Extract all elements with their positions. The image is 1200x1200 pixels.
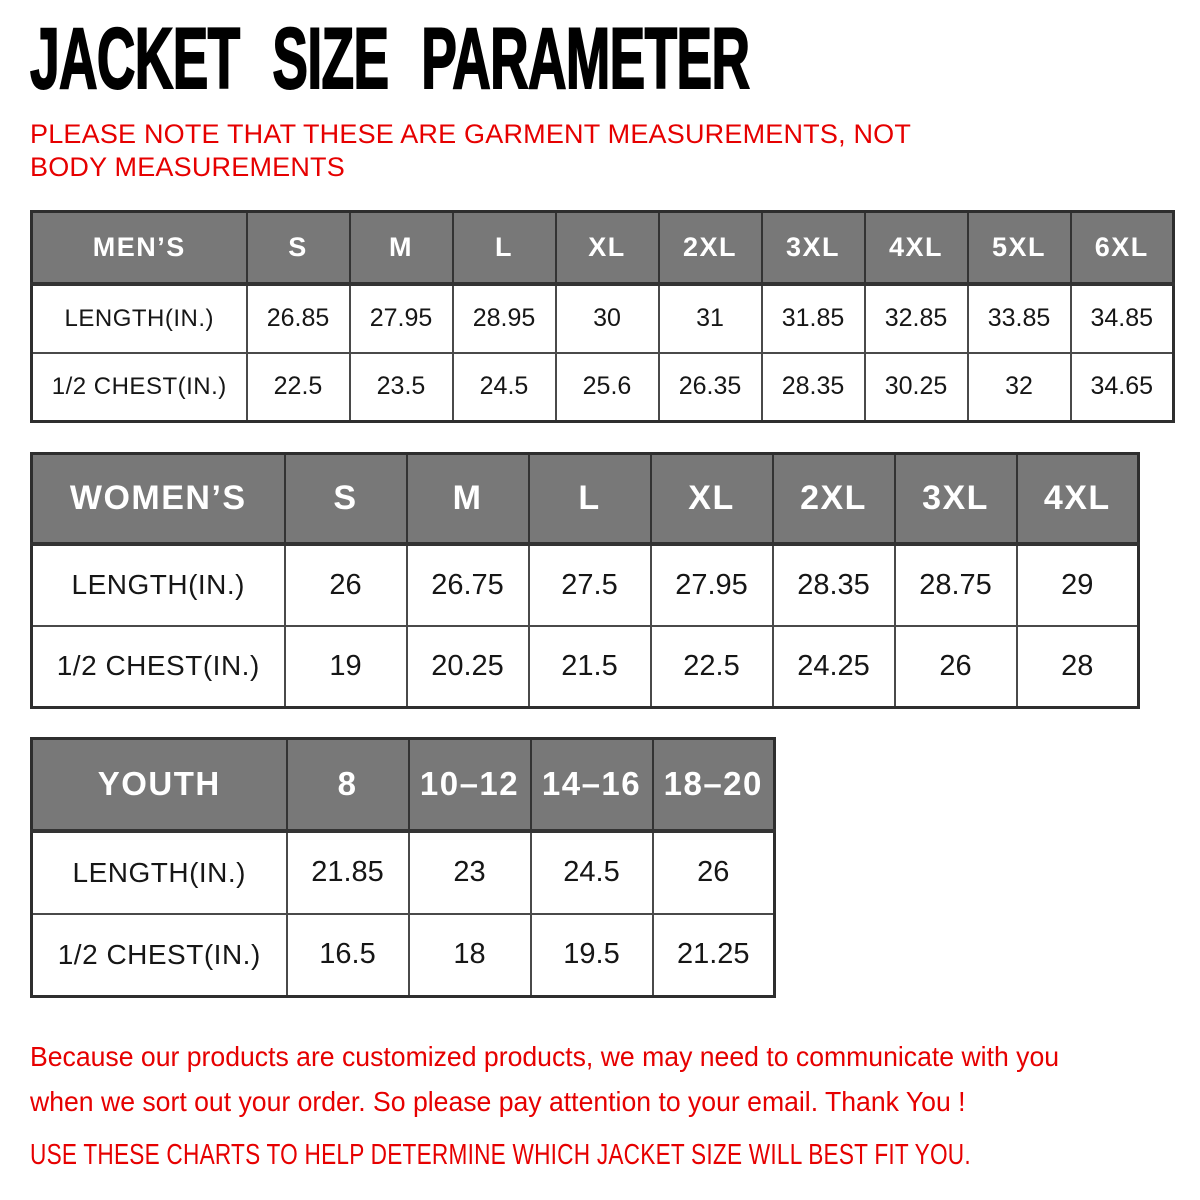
youth-table-label: YOUTH — [30, 737, 288, 833]
length-row-label: LENGTH(IN.) — [30, 542, 286, 627]
size-column-header: L — [451, 210, 557, 286]
size-column-header: 3XL — [760, 210, 866, 286]
womens-chest-row: 1/2 CHEST(IN.) 19 20.25 21.5 22.5 24.25 … — [30, 624, 1140, 709]
length-value-cell: 27.95 — [348, 282, 454, 354]
length-value-cell: 34.85 — [1069, 282, 1175, 354]
womens-header-row: WOMEN’S S M L XL 2XL 3XL 4XL — [30, 452, 1140, 546]
youth-header-row: YOUTH 8 10–12 14–16 18–20 — [30, 737, 776, 833]
chest-value-cell: 24.25 — [771, 624, 896, 709]
chest-value-cell: 16.5 — [285, 912, 410, 998]
length-row-label: LENGTH(IN.) — [30, 829, 288, 915]
size-column-header: 5XL — [966, 210, 1072, 286]
length-value-cell: 26 — [651, 829, 776, 915]
length-row-label: LENGTH(IN.) — [30, 282, 248, 354]
length-value-cell: 26.75 — [405, 542, 530, 627]
length-value-cell: 26.85 — [245, 282, 351, 354]
chest-row-label: 1/2 CHEST(IN.) — [30, 351, 248, 423]
chest-value-cell: 28 — [1015, 624, 1140, 709]
chest-value-cell: 30.25 — [863, 351, 969, 423]
chest-row-label: 1/2 CHEST(IN.) — [30, 624, 286, 709]
length-value-cell: 33.85 — [966, 282, 1072, 354]
size-column-header: S — [245, 210, 351, 286]
size-column-header: 2XL — [771, 452, 896, 546]
size-column-header: 14–16 — [529, 737, 654, 833]
length-value-cell: 28.35 — [771, 542, 896, 627]
chest-value-cell: 19 — [283, 624, 408, 709]
length-value-cell: 27.95 — [649, 542, 774, 627]
size-column-header: 10–12 — [407, 737, 532, 833]
fit-instruction: USE THESE CHARTS TO HELP DETERMINE WHICH… — [30, 1139, 971, 1171]
youth-length-row: LENGTH(IN.) 21.85 23 24.5 26 — [30, 829, 776, 915]
chest-value-cell: 24.5 — [451, 351, 557, 423]
size-column-header: 3XL — [893, 452, 1018, 546]
length-value-cell: 23 — [407, 829, 532, 915]
youth-chest-row: 1/2 CHEST(IN.) 16.5 18 19.5 21.25 — [30, 912, 776, 998]
length-value-cell: 24.5 — [529, 829, 654, 915]
length-value-cell: 29 — [1015, 542, 1140, 627]
length-value-cell: 31 — [657, 282, 763, 354]
chest-value-cell: 23.5 — [348, 351, 454, 423]
size-column-header: M — [405, 452, 530, 546]
garment-measurement-note: PLEASE NOTE THAT THESE ARE GARMENT MEASU… — [30, 119, 911, 182]
length-value-cell: 30 — [554, 282, 660, 354]
size-column-header: S — [283, 452, 408, 546]
mens-size-table: MEN’S S M L XL 2XL 3XL 4XL 5XL 6XL LENGT… — [30, 210, 1175, 423]
chest-value-cell: 20.25 — [405, 624, 530, 709]
chest-value-cell: 22.5 — [245, 351, 351, 423]
chest-value-cell: 28.35 — [760, 351, 866, 423]
womens-length-row: LENGTH(IN.) 26 26.75 27.5 27.95 28.35 28… — [30, 542, 1140, 627]
chest-value-cell: 34.65 — [1069, 351, 1175, 423]
length-value-cell: 32.85 — [863, 282, 969, 354]
size-column-header: 18–20 — [651, 737, 776, 833]
youth-size-table: YOUTH 8 10–12 14–16 18–20 LENGTH(IN.) 21… — [30, 737, 776, 998]
size-column-header: 4XL — [863, 210, 969, 286]
womens-size-table: WOMEN’S S M L XL 2XL 3XL 4XL LENGTH(IN.)… — [30, 452, 1140, 709]
length-value-cell: 28.95 — [451, 282, 557, 354]
chest-value-cell: 21.5 — [527, 624, 652, 709]
chest-value-cell: 26 — [893, 624, 1018, 709]
chest-value-cell: 32 — [966, 351, 1072, 423]
mens-table-label: MEN’S — [30, 210, 248, 286]
size-column-header: XL — [649, 452, 774, 546]
size-column-header: 8 — [285, 737, 410, 833]
womens-table-label: WOMEN’S — [30, 452, 286, 546]
size-column-header: L — [527, 452, 652, 546]
length-value-cell: 31.85 — [760, 282, 866, 354]
chest-value-cell: 19.5 — [529, 912, 654, 998]
length-value-cell: 27.5 — [527, 542, 652, 627]
customization-notice: Because our products are customized prod… — [30, 1041, 1060, 1117]
page-title: JACKET SIZE PARAMETER — [29, 11, 750, 107]
size-column-header: XL — [554, 210, 660, 286]
mens-header-row: MEN’S S M L XL 2XL 3XL 4XL 5XL 6XL — [30, 210, 1175, 286]
chest-value-cell: 21.25 — [651, 912, 776, 998]
length-value-cell: 26 — [283, 542, 408, 627]
length-value-cell: 28.75 — [893, 542, 1018, 627]
length-value-cell: 21.85 — [285, 829, 410, 915]
chest-row-label: 1/2 CHEST(IN.) — [30, 912, 288, 998]
chest-value-cell: 22.5 — [649, 624, 774, 709]
mens-length-row: LENGTH(IN.) 26.85 27.95 28.95 30 31 31.8… — [30, 282, 1175, 354]
mens-chest-row: 1/2 CHEST(IN.) 22.5 23.5 24.5 25.6 26.35… — [30, 351, 1175, 423]
size-column-header: 4XL — [1015, 452, 1140, 546]
size-column-header: 2XL — [657, 210, 763, 286]
size-column-header: M — [348, 210, 454, 286]
chest-value-cell: 25.6 — [554, 351, 660, 423]
chest-value-cell: 18 — [407, 912, 532, 998]
chest-value-cell: 26.35 — [657, 351, 763, 423]
size-column-header: 6XL — [1069, 210, 1175, 286]
